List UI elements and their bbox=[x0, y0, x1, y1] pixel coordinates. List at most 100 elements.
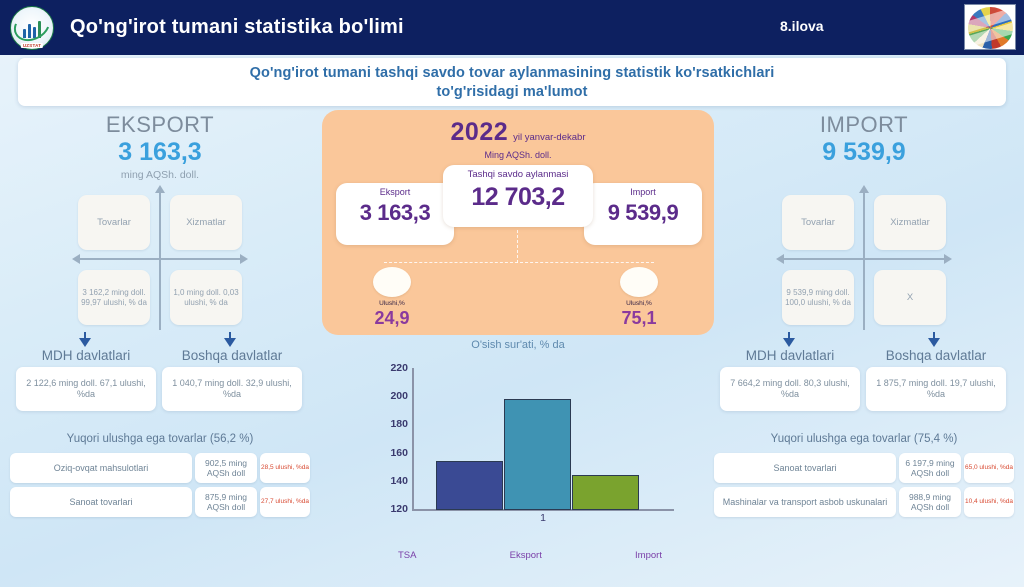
import-summary-card: Import 9 539,9 bbox=[584, 183, 702, 245]
logo-swoosh-decor bbox=[8, 3, 56, 47]
import-services-value-box: X bbox=[874, 270, 946, 325]
legend-item-tsa: TSA bbox=[398, 550, 417, 561]
bar-tsa bbox=[436, 460, 503, 510]
export-top-goods-title: Yuqori ulushga ega tovarlar (56,2 %) bbox=[66, 433, 254, 445]
table-row: Oziq-ovqat mahsulotlari 902,5 ming AQSh … bbox=[10, 453, 310, 483]
export-split-arrows bbox=[10, 332, 310, 348]
export-services-box: Xizmatlar bbox=[170, 195, 242, 250]
goods-amount-cell: 875,9 ming AQSh doll bbox=[195, 487, 257, 517]
goods-name-cell: Oziq-ovqat mahsulotlari bbox=[10, 453, 192, 483]
export-quadrant-matrix: Tovarlar Xizmatlar 3 162,2 ming doll. 99… bbox=[70, 185, 250, 330]
import-split-arrows bbox=[714, 332, 1014, 348]
chart-legend: TSA Eksport Import bbox=[380, 550, 680, 561]
import-cis-countries: MDH davlatlari 7 664,2 ming doll. 80,3 u… bbox=[720, 348, 860, 411]
goods-name-cell: Sanoat tovarlari bbox=[10, 487, 192, 517]
arrow-left-icon bbox=[776, 253, 784, 264]
turnover-card-value: 12 703,2 bbox=[471, 183, 565, 211]
dashed-connector-vertical bbox=[517, 230, 518, 263]
chart-y-tick-label: 220 bbox=[390, 362, 408, 374]
quadrant-vertical-axis bbox=[863, 190, 865, 330]
legend-item-eksport: Eksport bbox=[509, 550, 542, 561]
export-other-value-box: 1 040,7 ming doll. 32,9 ulushi, %da bbox=[162, 367, 302, 411]
center-unit-label: Ming AQSh. doll. bbox=[484, 150, 552, 160]
export-share-caption: Ulushi,% bbox=[379, 300, 405, 307]
logo-caption: UZSTAT bbox=[20, 42, 44, 48]
quadrant-horizontal-axis bbox=[80, 258, 240, 260]
table-row: Sanoat tovarlari 6 197,9 ming AQSh doll … bbox=[714, 453, 1014, 483]
arrow-stem bbox=[84, 332, 86, 340]
growth-rate-bar-chart: 120 140 160 180 200 220 1 bbox=[380, 362, 680, 534]
bar-eksport bbox=[504, 398, 571, 510]
arrow-down-icon bbox=[928, 338, 940, 347]
import-goods-table: Sanoat tovarlari 6 197,9 ming AQSh doll … bbox=[714, 453, 1014, 517]
export-goods-box: Tovarlar bbox=[78, 195, 150, 250]
statistics-bars-logo-icon: UZSTAT bbox=[8, 3, 56, 50]
chart-bars-group bbox=[414, 368, 674, 510]
arrow-right-icon bbox=[944, 253, 952, 264]
arrow-down-icon bbox=[224, 338, 236, 347]
export-summary-card: Eksport 3 163,3 bbox=[336, 183, 454, 245]
import-top-goods-title: Yuqori ulushga ega tovarlar (75,4 %) bbox=[770, 433, 958, 445]
chart-y-axis bbox=[412, 368, 414, 510]
export-country-split: MDH davlatlari 2 122,6 ming doll. 67,1 u… bbox=[10, 348, 310, 430]
page-title: Qo'ng'irot tumani statistika bo'limi bbox=[70, 16, 404, 38]
goods-amount-cell: 6 197,9 ming AQSh doll bbox=[899, 453, 961, 483]
goods-percent-cell: 28,5 ulushi, %da bbox=[260, 453, 310, 483]
arrow-down-icon bbox=[79, 338, 91, 347]
export-goods-value-box: 3 162,2 ming doll. 99,97 ulushi, % da bbox=[78, 270, 150, 325]
import-quadrant-matrix: Tovarlar Xizmatlar 9 539,9 ming doll. 10… bbox=[774, 185, 954, 330]
period-label: yil yanvar-dekabr bbox=[513, 132, 586, 143]
chart-y-tick-label: 160 bbox=[390, 446, 408, 459]
import-country-split: MDH davlatlari 7 664,2 ming doll. 80,3 u… bbox=[714, 348, 1014, 430]
arrow-stem bbox=[933, 332, 935, 340]
import-panel: IMPORT 9 539,9 Tovarlar Xizmatlar 9 539,… bbox=[714, 112, 1014, 521]
quadrant-horizontal-axis bbox=[784, 258, 944, 260]
chart-y-tick-label: 140 bbox=[390, 474, 408, 487]
import-services-box: Xizmatlar bbox=[874, 195, 946, 250]
summary-card: 2022 yil yanvar-dekabr Ming AQSh. doll. E… bbox=[322, 110, 714, 335]
import-goods-box: Tovarlar bbox=[782, 195, 854, 250]
arrow-down-icon bbox=[783, 338, 795, 347]
arrow-right-icon bbox=[240, 253, 248, 264]
annex-label: 8.ilova bbox=[780, 18, 824, 34]
import-share-caption: Ulushi,% bbox=[626, 300, 652, 307]
chart-x-tick-label: 1 bbox=[540, 512, 546, 524]
arrow-stem bbox=[788, 332, 790, 340]
goods-percent-cell: 65,0 ulushi, %da bbox=[964, 453, 1014, 483]
goods-amount-cell: 902,5 ming AQSh doll bbox=[195, 453, 257, 483]
export-total-value: 3 163,3 bbox=[118, 138, 202, 166]
import-unit-spacer bbox=[714, 169, 1014, 182]
dashed-connector bbox=[384, 262, 654, 263]
import-card-label: Import bbox=[630, 187, 656, 197]
turnover-summary-card: Tashqi savdo aylanmasi 12 703,2 bbox=[443, 165, 593, 227]
goods-percent-cell: 10,4 ulushi, %da bbox=[964, 487, 1014, 517]
page-header: UZSTAT Qo'ng'irot tumani statistika bo'l… bbox=[0, 0, 1024, 55]
export-panel: EKSPORT 3 163,3 ming AQSh. doll. Tovarla… bbox=[10, 112, 310, 521]
bar-import bbox=[572, 474, 639, 510]
import-card-value: 9 539,9 bbox=[607, 200, 679, 225]
import-heading: IMPORT bbox=[819, 112, 909, 137]
world-flags-globe-icon bbox=[964, 4, 1016, 50]
subtitle-card: Qo'ng'irot tumani tashqi savdo tovar ayl… bbox=[18, 58, 1006, 106]
export-services-value-box: 1,0 ming doll. 0,03 ulushi, % da bbox=[170, 270, 242, 325]
goods-name-cell: Mashinalar va transport asbob uskunalari bbox=[714, 487, 896, 517]
export-goods-table: Oziq-ovqat mahsulotlari 902,5 ming AQSh … bbox=[10, 453, 310, 517]
logo-bars-decor bbox=[22, 20, 42, 38]
growth-rate-label: O'sish sur'ati, % da bbox=[471, 339, 565, 351]
import-cis-value-box: 7 664,2 ming doll. 80,3 ulushi, %da bbox=[720, 367, 860, 411]
import-share-value: 75,1 bbox=[621, 308, 657, 328]
export-cis-countries: MDH davlatlari 2 122,6 ming doll. 67,1 u… bbox=[16, 348, 156, 411]
goods-amount-cell: 988,9 ming AQSh doll bbox=[899, 487, 961, 517]
arrow-up-icon bbox=[858, 185, 869, 193]
share-bubble-icon bbox=[620, 267, 658, 297]
import-goods-value-box: 9 539,9 ming doll. 100,0 ulushi, % da bbox=[782, 270, 854, 325]
turnover-card-label: Tashqi savdo aylanmasi bbox=[467, 169, 569, 180]
import-total-value: 9 539,9 bbox=[822, 138, 906, 166]
table-row: Mashinalar va transport asbob uskunalari… bbox=[714, 487, 1014, 517]
import-other-countries: Boshqa davlatlar 1 875,7 ming doll. 19,7… bbox=[866, 348, 1006, 411]
legend-item-import: Import bbox=[635, 550, 662, 561]
goods-percent-cell: 27,7 ulushi, %da bbox=[260, 487, 310, 517]
year-value: 2022 bbox=[450, 118, 509, 146]
export-share-value: 24,9 bbox=[374, 308, 410, 328]
